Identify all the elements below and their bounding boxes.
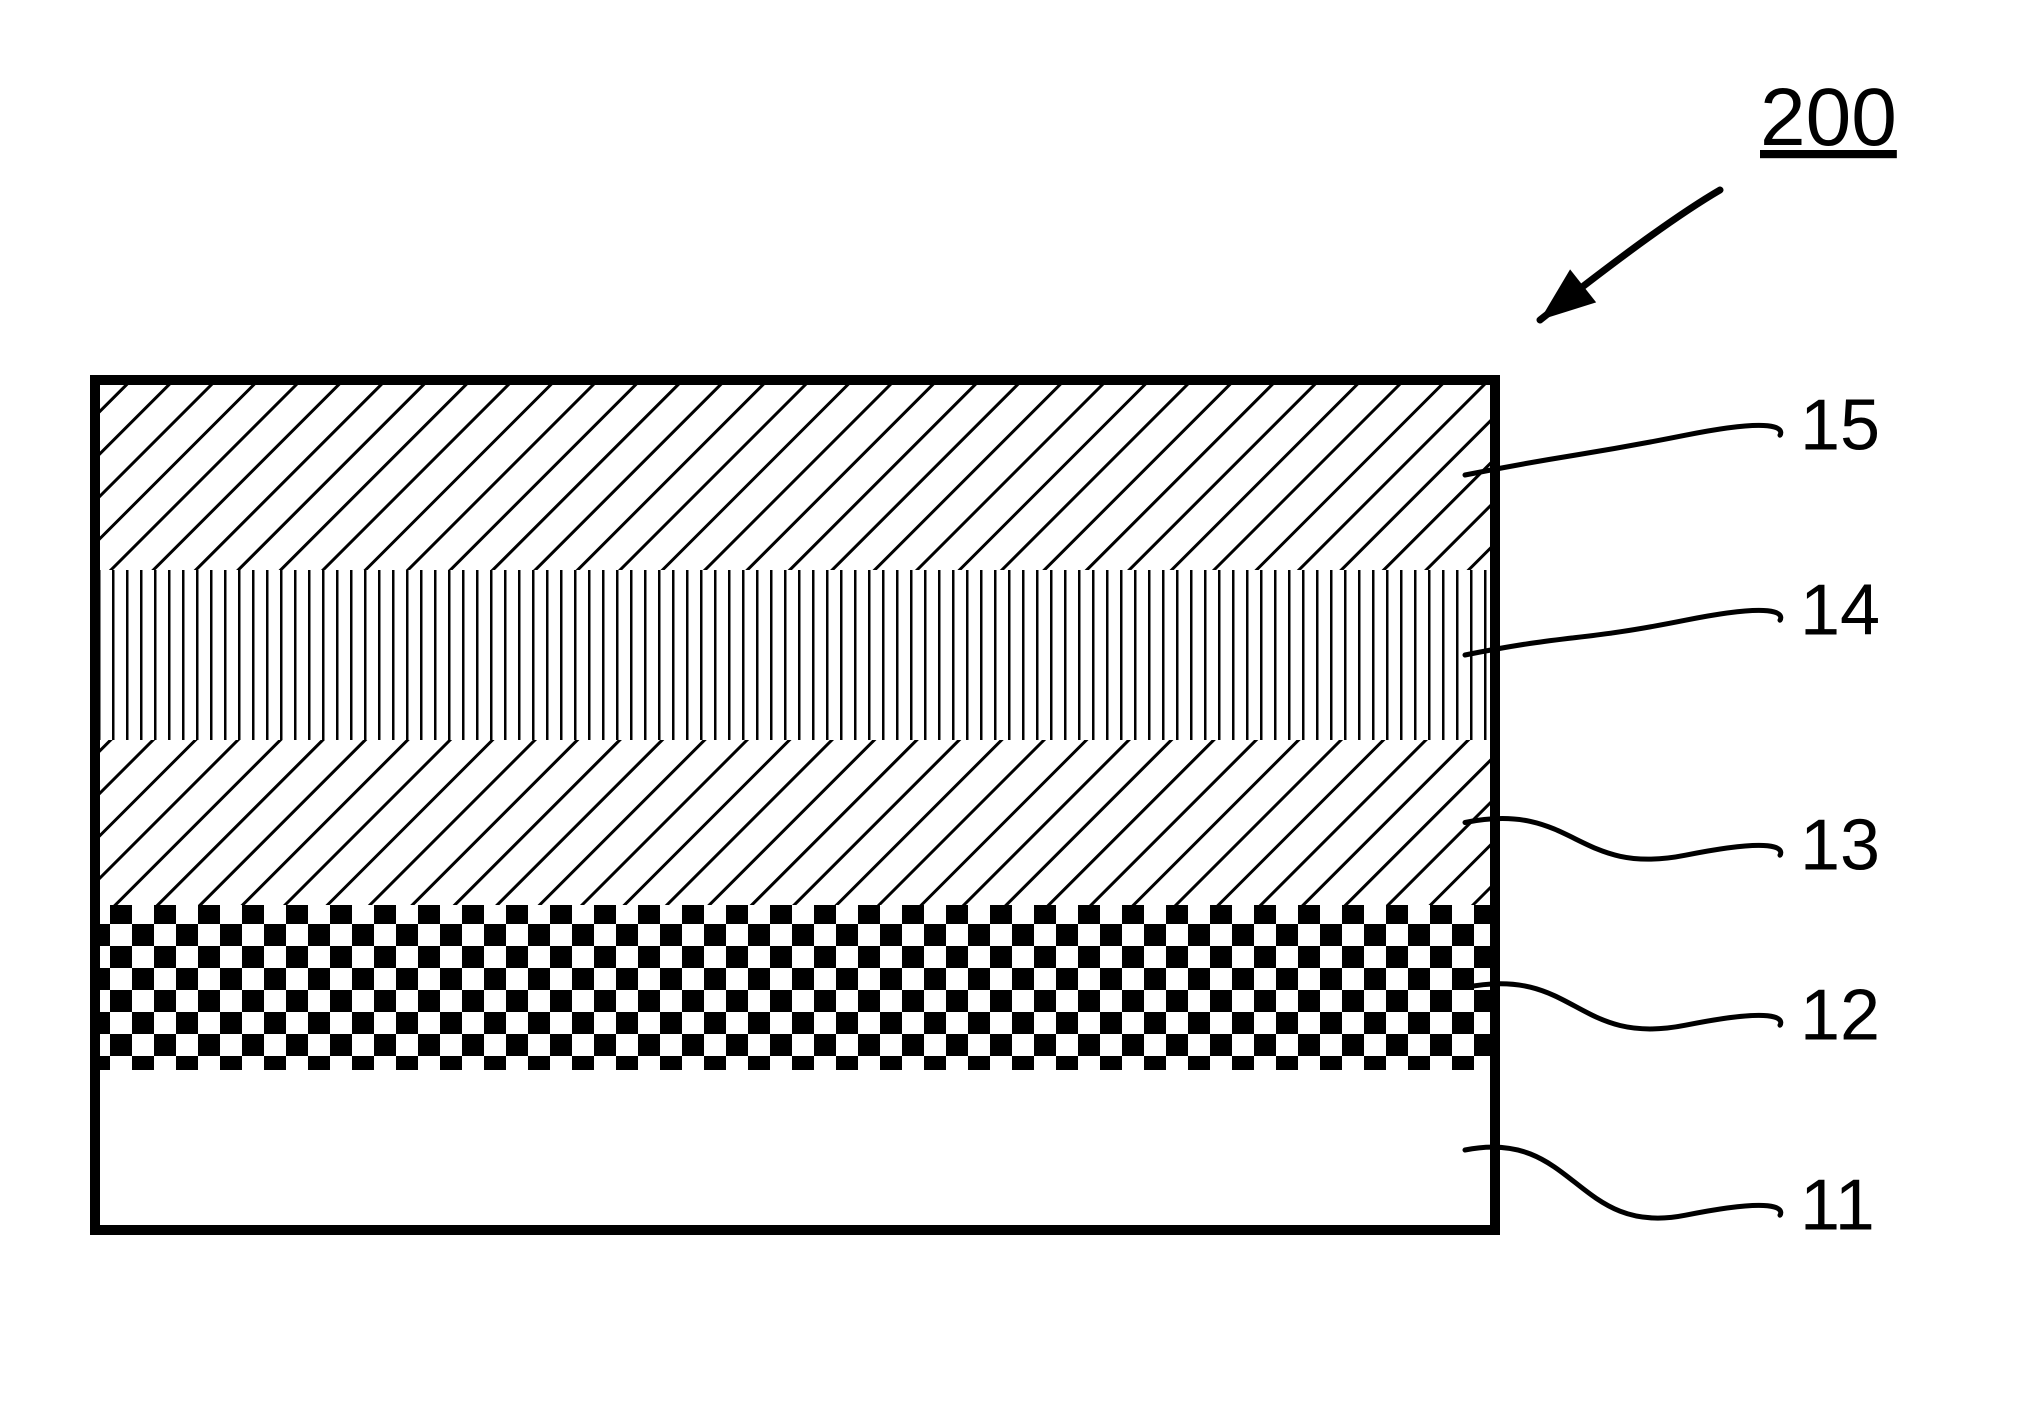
reference-number: 200 — [1760, 72, 1897, 163]
leader-layer-12 — [1465, 984, 1781, 1029]
layer-12 — [95, 905, 1495, 1070]
cross-section-figure: 15 14 13 12 11 200 — [0, 0, 2034, 1413]
layer-11 — [95, 1070, 1495, 1230]
label-layer-15: 15 — [1800, 386, 1880, 466]
leader-layer-11 — [1465, 1147, 1781, 1218]
leader-layer-15 — [1465, 425, 1781, 475]
label-layer-13: 13 — [1800, 806, 1880, 886]
leader-layer-13 — [1465, 818, 1781, 859]
layer-labels: 15 14 13 12 11 — [1800, 386, 1880, 1246]
reference-arrow-head — [1540, 269, 1596, 320]
leader-layer-14 — [1465, 610, 1781, 655]
layer-15 — [95, 380, 1495, 570]
layer-14 — [95, 570, 1495, 740]
label-layer-11: 11 — [1800, 1166, 1875, 1246]
layer-stack — [95, 380, 1495, 1230]
label-layer-12: 12 — [1800, 976, 1880, 1056]
reference-callout: 200 — [1540, 72, 1897, 320]
layer-13 — [95, 740, 1495, 905]
label-layer-14: 14 — [1800, 571, 1880, 651]
label-leaders — [1465, 425, 1781, 1218]
